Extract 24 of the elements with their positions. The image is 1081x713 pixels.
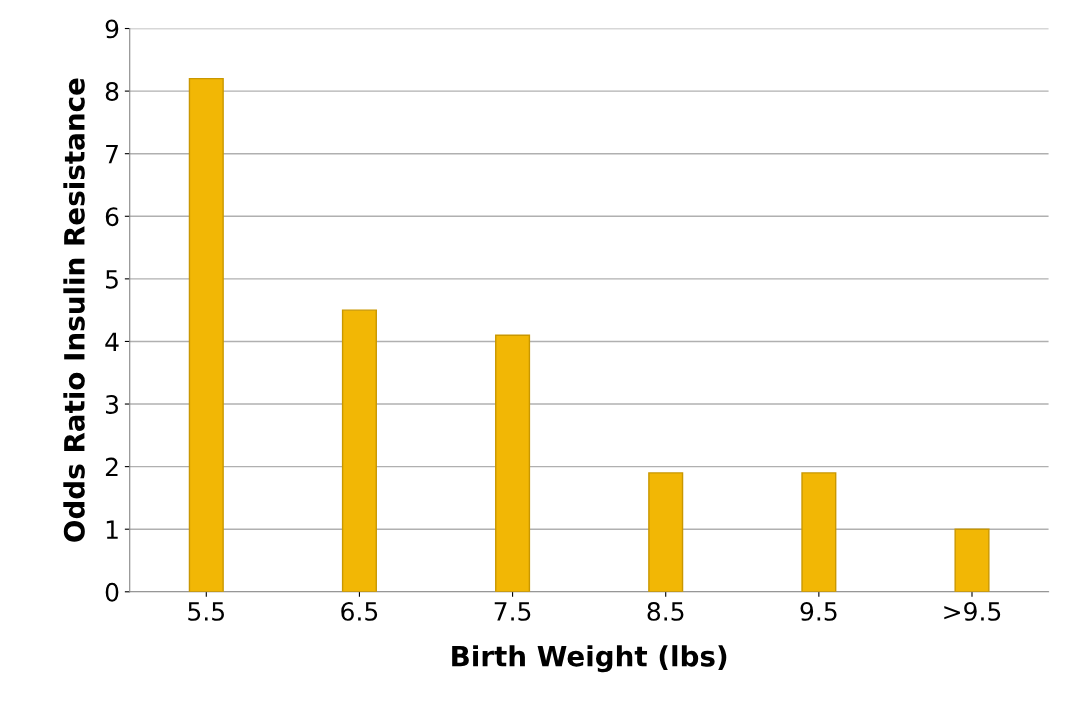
y-tick-label: 7 [106,144,118,164]
y-tick-label: 1 [106,520,118,539]
bar [188,77,224,592]
bar [801,472,837,592]
x-tick-label: 5.5 [188,602,224,621]
bar [648,472,684,592]
y-tick-label: 8 [105,82,119,101]
y-axis-title: Odds Ratio Insulin Resistance [63,78,85,542]
x-tick-label: 6.5 [341,601,378,621]
y-tick-label: 4 [105,332,119,351]
x-tick-label: 7.5 [494,602,531,621]
y-tick-label: 6 [105,207,119,227]
y-tick-label: 0 [105,582,119,602]
y-tick-label: 3 [106,394,118,414]
x-tick-label: >9.5 [944,601,1001,621]
y-tick-label: 2 [105,457,118,477]
y-tick-label: 9 [105,19,119,39]
y-tick-label: 5 [106,270,118,289]
x-tick-label: 8.5 [647,601,684,621]
bar [954,528,990,592]
x-tick-label: 9.5 [800,601,837,621]
bar [341,309,377,592]
x-axis-title: Birth Weight (lbs) [452,645,727,673]
bar [495,334,531,592]
